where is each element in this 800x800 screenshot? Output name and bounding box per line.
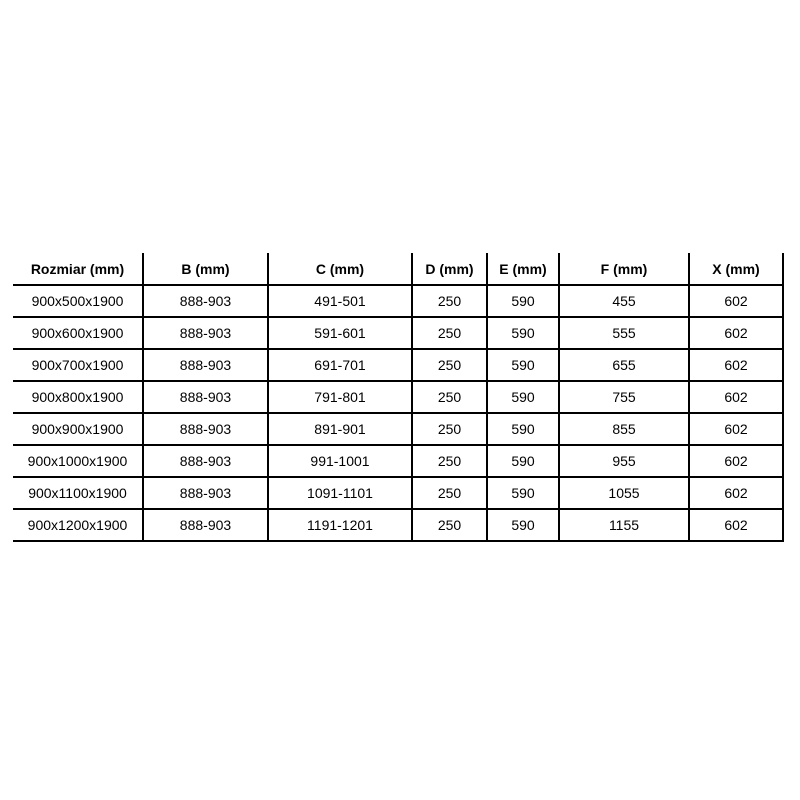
table-cell: 900x1000x1900 bbox=[13, 444, 144, 478]
table-row: 900x800x1900 888-903 791-801 250 590 755 602 bbox=[13, 380, 784, 414]
table-cell: 900x600x1900 bbox=[13, 316, 144, 350]
table-row: 900x500x1900 888-903 491-501 250 590 455 602 bbox=[13, 284, 784, 318]
table-cell: 590 bbox=[486, 444, 560, 478]
table-row: 900x1000x1900 888-903 991-1001 250 590 955 602 bbox=[13, 444, 784, 478]
table-cell: 888-903 bbox=[142, 348, 269, 382]
table-cell: 691-701 bbox=[267, 348, 413, 382]
column-header: C (mm) bbox=[267, 253, 413, 286]
table-cell: 602 bbox=[688, 412, 784, 446]
table-cell: 250 bbox=[411, 476, 488, 510]
table-cell: 250 bbox=[411, 412, 488, 446]
table-cell: 602 bbox=[688, 284, 784, 318]
table-cell: 888-903 bbox=[142, 316, 269, 350]
table-cell: 455 bbox=[558, 284, 690, 318]
table-cell: 900x900x1900 bbox=[13, 412, 144, 446]
table-cell: 900x800x1900 bbox=[13, 380, 144, 414]
table-cell: 655 bbox=[558, 348, 690, 382]
table-cell: 855 bbox=[558, 412, 690, 446]
dimensions-table: Rozmiar (mm) B (mm) C (mm) D (mm) E (mm) F (m… bbox=[13, 253, 784, 542]
table-row: 900x700x1900 888-903 691-701 250 590 655 602 bbox=[13, 348, 784, 382]
table-cell: 888-903 bbox=[142, 380, 269, 414]
table-cell: 250 bbox=[411, 284, 488, 318]
column-header: B (mm) bbox=[142, 253, 269, 286]
table-cell: 250 bbox=[411, 508, 488, 542]
table-cell: 590 bbox=[486, 284, 560, 318]
table-cell: 590 bbox=[486, 348, 560, 382]
table-cell: 891-901 bbox=[267, 412, 413, 446]
table-cell: 250 bbox=[411, 380, 488, 414]
table-cell: 602 bbox=[688, 380, 784, 414]
column-header: X (mm) bbox=[688, 253, 784, 286]
table-cell: 888-903 bbox=[142, 412, 269, 446]
table-row: 900x1100x1900 888-903 1091-1101 250 590 1055 6… bbox=[13, 476, 784, 510]
table-cell: 250 bbox=[411, 316, 488, 350]
table-cell: 791-801 bbox=[267, 380, 413, 414]
column-header: Rozmiar (mm) bbox=[13, 253, 144, 286]
dimensions-table-container: Rozmiar (mm) B (mm) C (mm) D (mm) E (mm) F (m… bbox=[13, 253, 784, 542]
table-cell: 602 bbox=[688, 476, 784, 510]
table-cell: 755 bbox=[558, 380, 690, 414]
table-cell: 1091-1101 bbox=[267, 476, 413, 510]
table-cell: 900x1100x1900 bbox=[13, 476, 144, 510]
table-cell: 602 bbox=[688, 348, 784, 382]
column-header: E (mm) bbox=[486, 253, 560, 286]
table-cell: 491-501 bbox=[267, 284, 413, 318]
table-cell: 888-903 bbox=[142, 508, 269, 542]
table-row: 900x600x1900 888-903 591-601 250 590 555 602 bbox=[13, 316, 784, 350]
table-cell: 991-1001 bbox=[267, 444, 413, 478]
table-cell: 590 bbox=[486, 508, 560, 542]
column-header: D (mm) bbox=[411, 253, 488, 286]
table-cell: 1055 bbox=[558, 476, 690, 510]
table-row: 900x900x1900 888-903 891-901 250 590 855 602 bbox=[13, 412, 784, 446]
table-cell: 900x1200x1900 bbox=[13, 508, 144, 542]
table-cell: 900x700x1900 bbox=[13, 348, 144, 382]
table-cell: 900x500x1900 bbox=[13, 284, 144, 318]
table-cell: 1191-1201 bbox=[267, 508, 413, 542]
table-row: 900x1200x1900 888-903 1191-1201 250 590 1155 6… bbox=[13, 508, 784, 542]
column-header: F (mm) bbox=[558, 253, 690, 286]
table-cell: 602 bbox=[688, 444, 784, 478]
table-cell: 1155 bbox=[558, 508, 690, 542]
table-cell: 250 bbox=[411, 348, 488, 382]
table-cell: 590 bbox=[486, 412, 560, 446]
table-cell: 602 bbox=[688, 508, 784, 542]
table-cell: 591-601 bbox=[267, 316, 413, 350]
header-row: Rozmiar (mm) B (mm) C (mm) D (mm) E (mm) F (m… bbox=[13, 253, 784, 286]
table-cell: 888-903 bbox=[142, 284, 269, 318]
table-cell: 888-903 bbox=[142, 476, 269, 510]
table-cell: 555 bbox=[558, 316, 690, 350]
table-cell: 590 bbox=[486, 316, 560, 350]
table-cell: 590 bbox=[486, 476, 560, 510]
table-cell: 888-903 bbox=[142, 444, 269, 478]
table-cell: 602 bbox=[688, 316, 784, 350]
table-cell: 250 bbox=[411, 444, 488, 478]
table-cell: 955 bbox=[558, 444, 690, 478]
table-body: 900x500x1900 888-903 491-501 250 590 455 602 90… bbox=[13, 284, 784, 542]
table-cell: 590 bbox=[486, 380, 560, 414]
